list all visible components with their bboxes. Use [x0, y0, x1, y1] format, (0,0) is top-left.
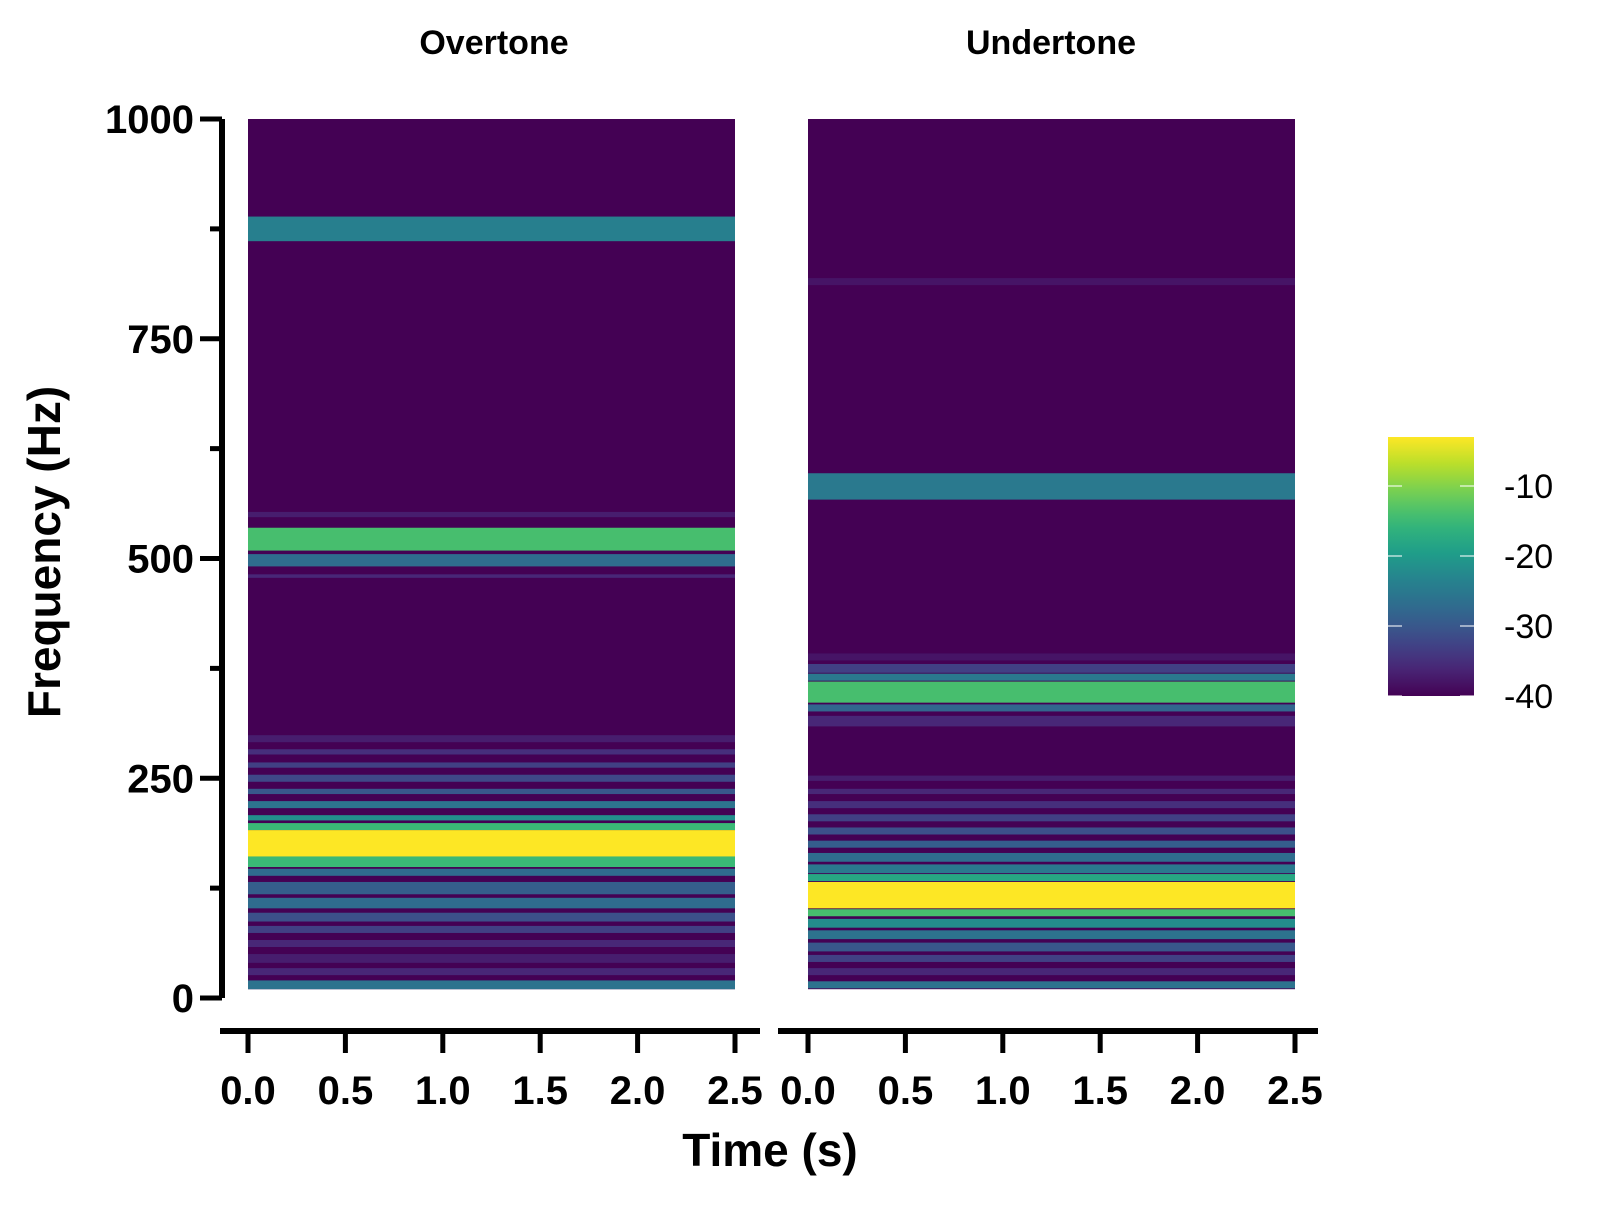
spectral-band	[808, 954, 1295, 962]
spectral-band	[808, 663, 1295, 673]
spectral-band	[808, 942, 1295, 952]
spectral-band	[808, 704, 1295, 712]
spectral-band	[248, 554, 735, 567]
spectral-band	[808, 681, 1295, 703]
x-tick-label: 2.5	[707, 1069, 763, 1113]
spectral-band	[248, 749, 735, 755]
spectral-band	[808, 801, 1295, 809]
spectral-band	[248, 823, 735, 831]
panel-title-undertone: Undertone	[966, 24, 1136, 62]
y-tick-label: 1000	[105, 98, 194, 142]
y-axis-ticks: 0 250 500 750 1000	[105, 98, 222, 1021]
panel-overtone: Overtone	[248, 24, 735, 990]
spectral-band	[248, 968, 735, 976]
spectral-band	[808, 788, 1295, 795]
x-axis-undertone: 0.0 0.5 1.0 1.5 2.0 2.5	[778, 1028, 1323, 1113]
spectral-band	[248, 574, 735, 578]
x-tick-label: 0.5	[878, 1069, 934, 1113]
spectral-band	[808, 918, 1295, 928]
x-axis-ticks-undertone: 0.0 0.5 1.0 1.5 2.0 2.5	[780, 1031, 1323, 1113]
spectral-band	[248, 774, 735, 782]
spectral-band	[808, 673, 1295, 681]
spectral-band	[248, 939, 735, 948]
spectral-band	[808, 715, 1295, 727]
spectral-band	[248, 801, 735, 809]
x-tick-label: 2.0	[1170, 1069, 1226, 1113]
spectral-band	[248, 527, 735, 551]
spectral-band	[248, 216, 735, 242]
spectral-band	[248, 511, 735, 518]
spectral-band	[248, 735, 735, 743]
x-tick-label: 2.5	[1267, 1069, 1323, 1113]
spectral-band	[808, 814, 1295, 822]
spectral-band	[808, 827, 1295, 835]
spectral-band	[808, 840, 1295, 848]
x-tick-label: 0.0	[220, 1069, 276, 1113]
colorbar: -10 -20 -30 -40	[1388, 437, 1553, 716]
x-tick-label: 0.5	[318, 1069, 374, 1113]
spectral-band	[808, 473, 1295, 500]
spectrogram-bands-overtone	[248, 119, 735, 990]
spectral-band	[248, 925, 735, 933]
spectral-band	[248, 954, 735, 963]
y-tick-label: 0	[172, 977, 194, 1021]
y-axis-title: Frequency (Hz)	[18, 386, 70, 718]
x-axis-ticks-overtone: 0.0 0.5 1.0 1.5 2.0 2.5	[220, 1031, 763, 1113]
spectral-band	[808, 909, 1295, 917]
y-tick-label: 250	[127, 757, 194, 801]
x-tick-label: 1.0	[415, 1069, 471, 1113]
x-tick-label: 1.5	[512, 1069, 568, 1113]
colorbar-tick-label: -40	[1504, 678, 1553, 716]
panel-undertone: Undertone	[808, 24, 1295, 990]
spectral-band	[248, 980, 735, 990]
spectral-band	[248, 897, 735, 909]
spectral-band	[248, 830, 735, 857]
y-tick-label: 750	[127, 318, 194, 362]
spectral-band	[808, 930, 1295, 940]
y-tick-label: 500	[127, 538, 194, 582]
spectral-band	[808, 864, 1295, 874]
x-tick-label: 0.0	[780, 1069, 836, 1113]
spectral-band	[248, 788, 735, 795]
spectral-band	[808, 653, 1295, 661]
spectral-band	[248, 912, 735, 922]
panel-title-overtone: Overtone	[419, 24, 568, 62]
colorbar-tick-label: -20	[1504, 538, 1553, 576]
y-axis: 0 250 500 750 1000 Frequency (Hz)	[18, 98, 225, 1021]
colorbar-tick-label: -30	[1504, 608, 1553, 646]
colorbar-ticks: -10 -20 -30 -40	[1388, 468, 1553, 716]
spectral-band	[808, 775, 1295, 781]
spectral-band	[808, 981, 1295, 989]
x-axis-overtone: 0.0 0.5 1.0 1.5 2.0 2.5	[220, 1028, 763, 1113]
colorbar-gradient	[1388, 437, 1474, 696]
spectral-band	[248, 856, 735, 868]
spectral-band	[248, 868, 735, 876]
x-tick-label: 1.0	[975, 1069, 1031, 1113]
spectral-band	[248, 815, 735, 821]
x-tick-label: 1.5	[1072, 1069, 1128, 1113]
spectral-band	[808, 852, 1295, 862]
spectral-band	[808, 278, 1295, 286]
spectral-band	[808, 874, 1295, 882]
spectrogram-bands-undertone	[808, 119, 1295, 990]
spectral-band	[808, 881, 1295, 909]
spectral-band	[248, 762, 735, 768]
spectral-band	[808, 968, 1295, 976]
colorbar-tick-label: -10	[1504, 468, 1553, 506]
x-tick-label: 2.0	[610, 1069, 666, 1113]
spectral-band	[248, 881, 735, 895]
x-axis-title: Time (s)	[682, 1124, 858, 1176]
